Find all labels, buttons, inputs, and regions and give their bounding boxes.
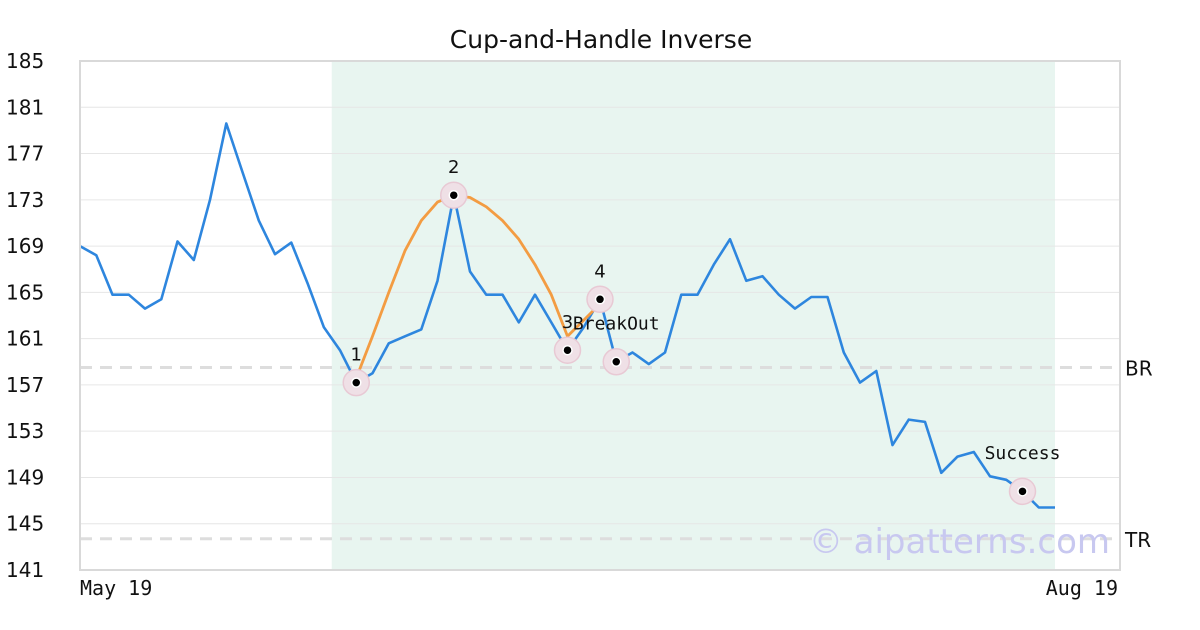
- pattern-series-line: [354, 193, 601, 379]
- pattern-point-label: 4: [594, 261, 605, 282]
- pattern-point-label: 2: [448, 157, 459, 178]
- x-tick-label: Aug 19: [1046, 576, 1118, 600]
- y-tick-label: 181: [6, 95, 44, 119]
- y-tick-label: 165: [6, 280, 44, 304]
- x-tick-label: May 19: [80, 576, 152, 600]
- y-tick-label: 153: [6, 419, 44, 443]
- y-tick-label: 169: [6, 234, 44, 258]
- labels-layer: May 19 Aug 19 1 2 3 4 BreakOut Success: [80, 157, 1118, 600]
- pattern-point-label: 3: [562, 312, 573, 333]
- highlight-band-layer: [331, 61, 1055, 570]
- y-tick-label: 141: [6, 558, 44, 582]
- pattern-point-label: 1: [351, 345, 362, 366]
- y-tick-label: 157: [6, 373, 44, 397]
- pattern-point: [611, 356, 622, 368]
- highlight-band: [331, 61, 1055, 570]
- points-layer: [342, 181, 1037, 506]
- watermark: © aipatterns.com: [809, 522, 1110, 562]
- pattern-point: [351, 377, 362, 388]
- chart-title: Cup-and-Handle Inverse: [450, 25, 752, 54]
- y-tick-label: 173: [6, 188, 44, 212]
- pattern-point: [1017, 486, 1028, 497]
- y-tick-label: 177: [6, 142, 44, 166]
- y-tick-label: 149: [6, 465, 44, 489]
- y-tick-label: 185: [6, 49, 44, 73]
- pattern-point: [448, 189, 459, 201]
- pattern-point: [594, 294, 606, 305]
- annotation-label: Success: [985, 443, 1061, 464]
- annotation-label: BreakOut: [573, 313, 660, 334]
- plot-frame: [79, 60, 1121, 571]
- reference-line-label: TR: [1124, 528, 1151, 552]
- y-tick-label: 161: [6, 327, 44, 351]
- reference-lines-layer: BR TR: [80, 357, 1153, 552]
- y-tick-label: 145: [6, 512, 44, 536]
- pattern-point: [562, 344, 573, 356]
- reference-line-label: BR: [1125, 357, 1153, 381]
